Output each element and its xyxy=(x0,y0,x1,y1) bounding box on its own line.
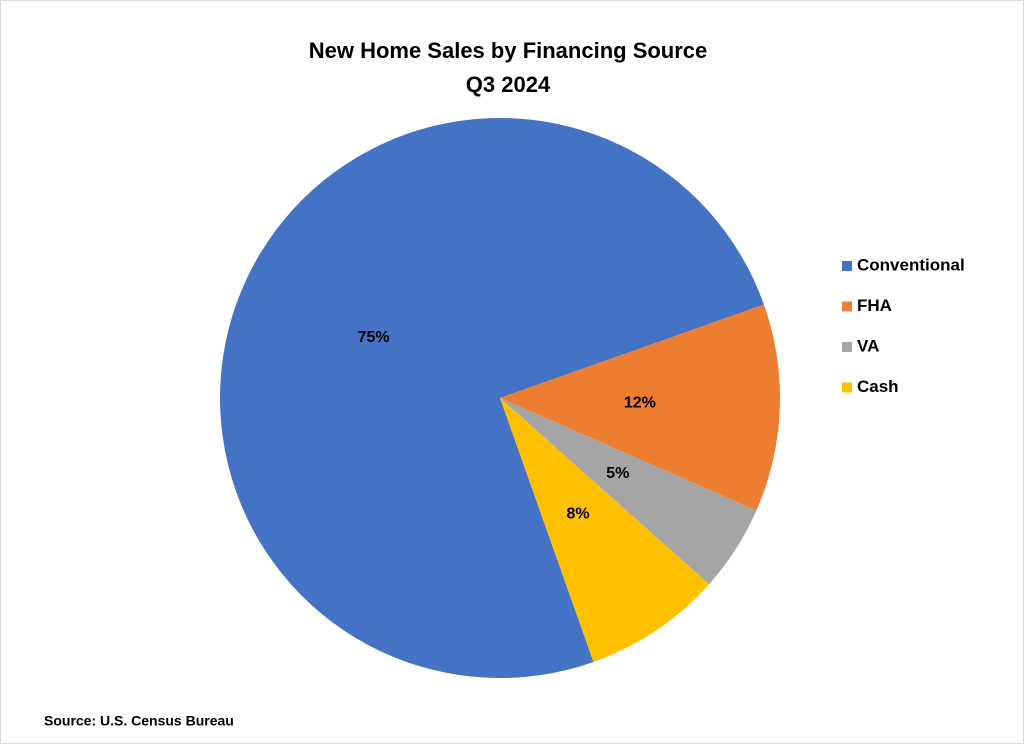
pie-slice xyxy=(500,304,781,511)
chart-subtitle: Q3 2024 xyxy=(466,72,551,97)
data-label: 12% xyxy=(624,394,656,411)
pie-slice xyxy=(500,398,757,585)
legend-swatch xyxy=(842,301,852,312)
data-label: 5% xyxy=(606,465,629,482)
legend-label: FHA xyxy=(857,296,892,315)
legend-swatch xyxy=(842,342,852,352)
legend-label: VA xyxy=(857,336,879,355)
pie-slice xyxy=(220,118,764,678)
source-note: Source: U.S. Census Bureau xyxy=(44,713,234,729)
chart-title: New Home Sales by Financing Source xyxy=(309,38,708,63)
legend-swatch xyxy=(842,382,852,393)
legend-swatch xyxy=(842,261,852,271)
legend-label: Cash xyxy=(857,377,899,396)
legend-label: Conventional xyxy=(857,255,965,274)
data-label: 75% xyxy=(358,329,390,346)
pie-slice xyxy=(500,398,710,662)
data-label: 8% xyxy=(567,505,590,522)
